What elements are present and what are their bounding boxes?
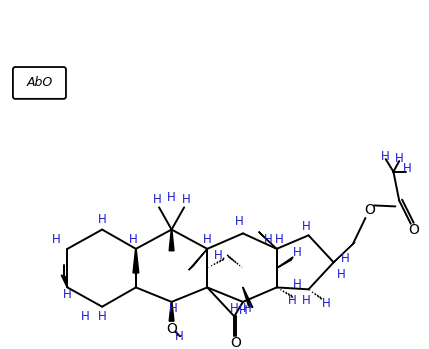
- Polygon shape: [133, 249, 139, 273]
- Text: H: H: [264, 233, 272, 246]
- Text: H: H: [175, 330, 184, 343]
- Text: H: H: [203, 233, 211, 246]
- Polygon shape: [333, 242, 355, 262]
- Text: H: H: [129, 233, 137, 246]
- Text: H: H: [230, 302, 239, 315]
- Text: H: H: [51, 233, 60, 246]
- Text: H: H: [80, 310, 89, 323]
- Text: H: H: [288, 295, 296, 307]
- Text: H: H: [239, 304, 248, 317]
- Text: O: O: [364, 203, 375, 217]
- Text: H: H: [242, 302, 251, 315]
- Text: O: O: [166, 322, 177, 336]
- Polygon shape: [169, 302, 174, 321]
- Text: O: O: [230, 336, 241, 349]
- Polygon shape: [169, 230, 174, 251]
- Polygon shape: [243, 287, 253, 307]
- Text: O: O: [408, 223, 419, 237]
- Text: AbO: AbO: [26, 76, 53, 89]
- Text: H: H: [169, 302, 178, 315]
- Polygon shape: [189, 248, 208, 270]
- Polygon shape: [259, 232, 277, 249]
- Text: H: H: [402, 162, 411, 175]
- Text: H: H: [275, 233, 284, 246]
- Text: H: H: [98, 213, 106, 227]
- FancyBboxPatch shape: [13, 67, 66, 99]
- Text: H: H: [235, 215, 244, 228]
- Text: H: H: [98, 310, 106, 323]
- Text: H: H: [167, 191, 176, 204]
- Text: H: H: [293, 278, 301, 291]
- Text: H: H: [153, 193, 161, 206]
- Text: H: H: [63, 288, 72, 301]
- Text: H: H: [302, 295, 311, 307]
- Text: H: H: [395, 152, 404, 165]
- Text: H: H: [302, 220, 311, 233]
- Text: H: H: [337, 268, 346, 281]
- Text: H: H: [321, 297, 330, 310]
- Text: H: H: [214, 249, 222, 262]
- Text: H: H: [381, 150, 390, 163]
- Text: H: H: [293, 246, 301, 259]
- Text: H: H: [341, 252, 350, 265]
- Polygon shape: [61, 275, 68, 288]
- Polygon shape: [277, 257, 293, 268]
- Text: H: H: [181, 193, 190, 206]
